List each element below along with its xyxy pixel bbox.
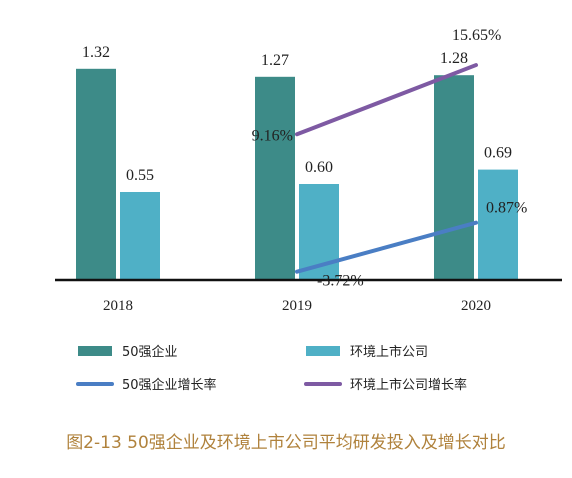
legend-swatch: [78, 346, 112, 356]
x-tick-label: 2019: [282, 298, 312, 314]
legend-swatch: [306, 346, 340, 356]
data-label: 0.55: [126, 167, 154, 184]
lines-layer: [295, 63, 478, 274]
data-label: 0.60: [305, 159, 333, 176]
bar: [255, 76, 295, 280]
figure-caption: 图2-13 50强企业及环境上市公司平均研发投入及增长对比: [66, 433, 506, 453]
ticks-layer: 2018 2019 2020: [103, 298, 491, 314]
series-line: [295, 63, 478, 137]
legend-label: 环境上市公司增长率: [350, 377, 467, 393]
data-label: 15.65%: [452, 27, 501, 44]
x-tick-label: 2020: [461, 298, 491, 314]
legend-label: 50强企业: [122, 344, 178, 360]
x-tick-label: 2018: [103, 298, 133, 314]
labels-layer: 1.32 1.27 1.28 0.55 0.60 0.69 -3.72% 0.87% 9.16%…: [82, 27, 527, 290]
chart: 1.32 1.27 1.28 0.55 0.60 0.69 -3.72% 0.87% 9.16%…: [55, 27, 562, 393]
bar: [434, 75, 474, 280]
data-label: 1.32: [82, 44, 110, 61]
legend: 50强企业 环境上市公司 50强企业增长率 环境上市公司增长率: [76, 344, 467, 393]
series-line: [295, 220, 478, 274]
bar: [478, 169, 518, 280]
data-label: 1.28: [440, 50, 468, 67]
legend-label: 环境上市公司: [350, 344, 428, 360]
legend-label: 50强企业增长率: [122, 377, 217, 393]
data-label: 9.16%: [252, 127, 293, 144]
data-label: 1.27: [261, 52, 289, 69]
data-label: 0.69: [484, 145, 512, 162]
data-label: 0.87%: [486, 200, 527, 217]
data-label: -3.72%: [317, 273, 364, 290]
bar: [76, 68, 116, 280]
bar: [120, 192, 160, 280]
